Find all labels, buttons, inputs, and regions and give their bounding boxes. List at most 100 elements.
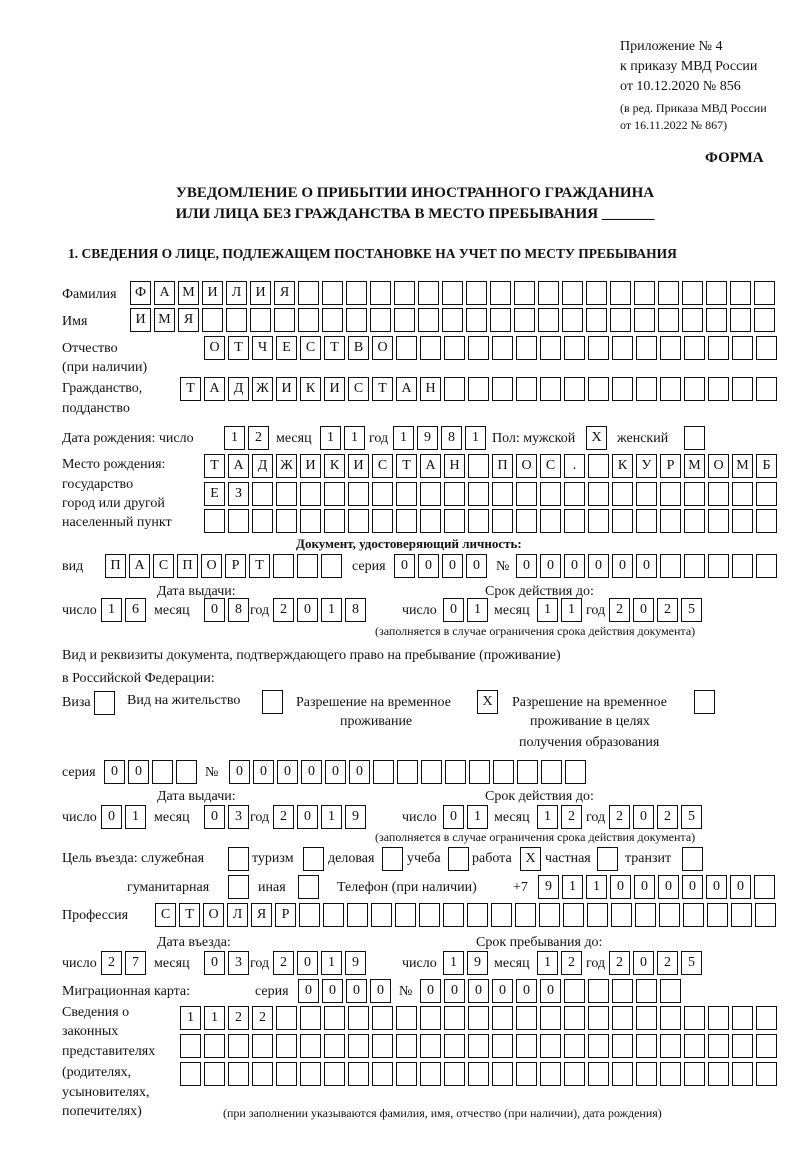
- char-box[interactable]: X: [520, 847, 541, 871]
- char-box[interactable]: 5: [681, 951, 702, 975]
- char-box[interactable]: [444, 509, 465, 533]
- char-box[interactable]: Д: [252, 454, 273, 478]
- char-box[interactable]: 0: [349, 760, 370, 784]
- char-box[interactable]: 0: [588, 554, 609, 578]
- char-box[interactable]: А: [228, 454, 249, 478]
- char-box[interactable]: 2: [228, 1006, 249, 1030]
- char-box[interactable]: 2: [101, 951, 122, 975]
- char-box[interactable]: [540, 482, 561, 506]
- char-box[interactable]: [514, 308, 535, 332]
- char-box[interactable]: Б: [756, 454, 777, 478]
- char-box[interactable]: [636, 336, 657, 360]
- char-box[interactable]: [273, 554, 294, 578]
- char-box[interactable]: 1: [321, 951, 342, 975]
- char-box[interactable]: 1: [125, 805, 146, 829]
- char-box[interactable]: [228, 847, 249, 871]
- char-box[interactable]: [610, 281, 631, 305]
- char-box[interactable]: 2: [273, 598, 294, 622]
- char-box[interactable]: А: [129, 554, 150, 578]
- char-box[interactable]: [756, 509, 777, 533]
- char-box[interactable]: [588, 1034, 609, 1058]
- char-box[interactable]: [658, 308, 679, 332]
- char-box[interactable]: [708, 336, 729, 360]
- char-box[interactable]: [732, 509, 753, 533]
- char-box[interactable]: [300, 509, 321, 533]
- char-box[interactable]: 0: [443, 598, 464, 622]
- char-box[interactable]: [684, 1006, 705, 1030]
- char-box[interactable]: П: [105, 554, 126, 578]
- char-box[interactable]: 1: [562, 875, 583, 899]
- char-box[interactable]: [684, 336, 705, 360]
- char-box[interactable]: [660, 1034, 681, 1058]
- char-box[interactable]: 1: [443, 951, 464, 975]
- char-box[interactable]: 0: [253, 760, 274, 784]
- char-box[interactable]: [274, 308, 295, 332]
- char-box[interactable]: [298, 281, 319, 305]
- char-box[interactable]: [228, 1062, 249, 1086]
- char-box[interactable]: О: [203, 903, 224, 927]
- char-box[interactable]: [299, 903, 320, 927]
- char-box[interactable]: [756, 554, 777, 578]
- char-box[interactable]: [444, 1006, 465, 1030]
- char-box[interactable]: [348, 1006, 369, 1030]
- char-box[interactable]: 1: [465, 426, 486, 450]
- char-box[interactable]: Р: [275, 903, 296, 927]
- char-box[interactable]: [250, 308, 271, 332]
- char-box[interactable]: [588, 1062, 609, 1086]
- char-box[interactable]: [94, 691, 115, 715]
- char-box[interactable]: [421, 760, 442, 784]
- char-box[interactable]: [610, 308, 631, 332]
- char-box[interactable]: [754, 875, 775, 899]
- char-box[interactable]: Я: [274, 281, 295, 305]
- char-box[interactable]: [539, 903, 560, 927]
- char-box[interactable]: П: [492, 454, 513, 478]
- char-box[interactable]: Т: [179, 903, 200, 927]
- char-box[interactable]: [469, 760, 490, 784]
- char-box[interactable]: 0: [633, 805, 654, 829]
- char-box[interactable]: Ж: [252, 377, 273, 401]
- char-box[interactable]: [252, 482, 273, 506]
- char-box[interactable]: 1: [180, 1006, 201, 1030]
- char-box[interactable]: П: [177, 554, 198, 578]
- char-box[interactable]: [516, 1006, 537, 1030]
- char-box[interactable]: [756, 482, 777, 506]
- char-box[interactable]: [540, 377, 561, 401]
- char-box[interactable]: [204, 509, 225, 533]
- char-box[interactable]: [492, 1062, 513, 1086]
- char-box[interactable]: 2: [609, 805, 630, 829]
- char-box[interactable]: [448, 847, 469, 871]
- char-box[interactable]: В: [348, 336, 369, 360]
- char-box[interactable]: [395, 903, 416, 927]
- char-box[interactable]: 8: [228, 598, 249, 622]
- char-box[interactable]: 0: [468, 979, 489, 1003]
- char-box[interactable]: 0: [492, 979, 513, 1003]
- char-box[interactable]: [732, 482, 753, 506]
- char-box[interactable]: 3: [228, 951, 249, 975]
- char-box[interactable]: С: [153, 554, 174, 578]
- char-box[interactable]: О: [372, 336, 393, 360]
- char-box[interactable]: [252, 509, 273, 533]
- char-box[interactable]: [347, 903, 368, 927]
- char-box[interactable]: [490, 281, 511, 305]
- char-box[interactable]: 2: [561, 951, 582, 975]
- char-box[interactable]: С: [155, 903, 176, 927]
- char-box[interactable]: [420, 509, 441, 533]
- char-box[interactable]: [442, 281, 463, 305]
- char-box[interactable]: [226, 308, 247, 332]
- char-box[interactable]: [396, 482, 417, 506]
- female-checkbox[interactable]: [684, 426, 705, 450]
- char-box[interactable]: [394, 308, 415, 332]
- char-box[interactable]: [636, 482, 657, 506]
- char-box[interactable]: Т: [249, 554, 270, 578]
- char-box[interactable]: [684, 426, 705, 450]
- char-box[interactable]: [564, 509, 585, 533]
- char-box[interactable]: 9: [538, 875, 559, 899]
- char-box[interactable]: 0: [706, 875, 727, 899]
- char-box[interactable]: 1: [204, 1006, 225, 1030]
- char-box[interactable]: [708, 1034, 729, 1058]
